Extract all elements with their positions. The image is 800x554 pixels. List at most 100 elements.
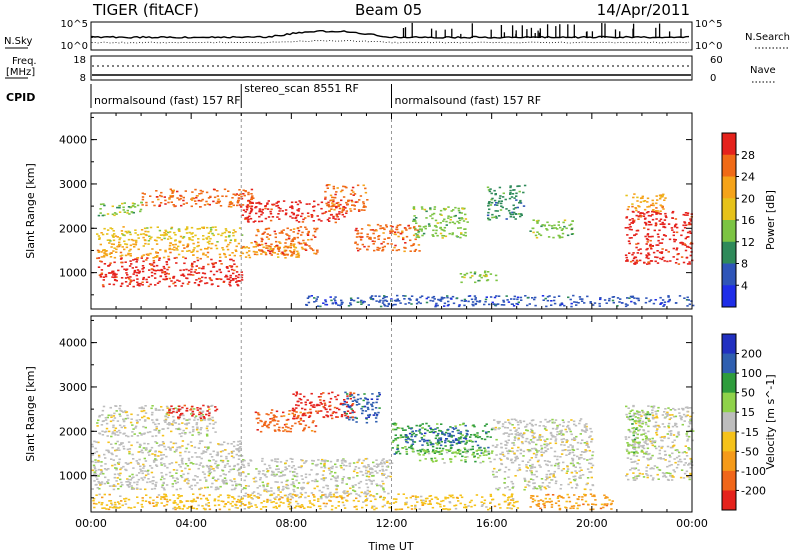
power-cell xyxy=(506,299,509,301)
power-cell xyxy=(328,220,331,222)
power-cell xyxy=(443,218,446,221)
velocity-cell xyxy=(425,422,428,425)
velocity-cell xyxy=(272,473,275,476)
velocity-cell xyxy=(449,426,452,428)
velocity-cell xyxy=(174,422,177,424)
power-cell xyxy=(123,234,126,237)
velocity-cell xyxy=(101,414,104,416)
power-cell xyxy=(242,193,245,195)
power-cell xyxy=(128,231,132,234)
velocity-cell xyxy=(155,427,158,430)
velocity-cell xyxy=(200,415,203,417)
power-cell xyxy=(112,272,116,274)
power-cell xyxy=(552,236,555,239)
velocity-cell xyxy=(303,427,306,429)
velocity-cell xyxy=(343,490,346,492)
power-cell xyxy=(378,301,381,303)
velocity-cell xyxy=(365,475,369,478)
velocity-cell xyxy=(203,417,206,419)
power-cell xyxy=(301,212,304,215)
velocity-cell xyxy=(104,457,107,459)
velocity-cell xyxy=(241,463,244,466)
velocity-cell xyxy=(672,415,676,418)
power-cell xyxy=(99,243,102,246)
velocity-cell xyxy=(147,417,150,420)
velocity-cell xyxy=(367,416,370,418)
power-cell xyxy=(229,239,233,241)
power-cell xyxy=(153,204,156,207)
power-cell xyxy=(201,272,205,274)
power-cell xyxy=(687,236,690,238)
power-cell xyxy=(266,202,269,204)
velocity-cell xyxy=(116,477,119,479)
velocity-cell xyxy=(100,465,103,467)
power-cell xyxy=(652,302,656,305)
power-cell xyxy=(170,201,173,203)
power-cell xyxy=(450,210,453,212)
power-cell xyxy=(248,205,251,208)
power-cell xyxy=(536,221,539,223)
velocity-cell xyxy=(356,461,359,464)
velocity-cell xyxy=(418,459,422,462)
power-cell xyxy=(439,209,443,212)
power-cell xyxy=(232,279,235,281)
velocity-cell xyxy=(91,445,94,448)
velocity-cell xyxy=(426,429,429,432)
power-cell xyxy=(440,296,444,299)
velocity-cell xyxy=(386,461,389,463)
velocity-cell xyxy=(219,459,223,462)
power-cell xyxy=(536,222,539,224)
power-cell xyxy=(284,257,287,259)
power-cell xyxy=(270,208,273,211)
power-cell xyxy=(141,196,145,198)
power-cell xyxy=(424,227,427,230)
power-cell xyxy=(285,233,288,235)
velocity-cell xyxy=(242,464,245,466)
power-cell xyxy=(447,300,450,303)
power-cell xyxy=(261,212,264,214)
power-cell xyxy=(172,189,175,192)
power-cell xyxy=(569,298,572,301)
velocity-cell xyxy=(361,409,364,412)
velocity-cell xyxy=(450,441,453,444)
power-cell xyxy=(313,227,316,230)
power-cell xyxy=(329,296,332,298)
velocity-cell xyxy=(145,447,148,449)
power-cell xyxy=(632,252,635,254)
power-cell xyxy=(461,207,464,210)
velocity-cell xyxy=(157,423,160,425)
velocity-cell xyxy=(555,480,558,482)
velocity-cell xyxy=(206,486,209,489)
velocity-cell xyxy=(461,434,464,436)
power-cell xyxy=(661,299,665,301)
power-cell xyxy=(650,247,653,250)
power-cell xyxy=(531,297,534,299)
velocity-cell xyxy=(277,486,280,488)
power-cell xyxy=(129,260,132,262)
velocity-cell xyxy=(323,402,327,405)
velocity-cell xyxy=(304,473,308,476)
power-cell xyxy=(246,216,249,219)
velocity-cell xyxy=(516,457,519,460)
velocity-cell xyxy=(295,479,298,482)
velocity-cell xyxy=(383,461,386,463)
velocity-cell xyxy=(291,425,294,427)
power-cell xyxy=(302,218,305,221)
power-cell xyxy=(676,226,679,229)
power-cell xyxy=(153,272,157,275)
power-cell xyxy=(113,214,116,217)
velocity-cell xyxy=(574,466,577,468)
power-cell xyxy=(193,247,196,249)
velocity-cell xyxy=(354,466,358,468)
velocity-cell xyxy=(271,473,274,476)
power-cell xyxy=(255,212,258,215)
power-cell xyxy=(218,278,221,280)
velocity-cell xyxy=(383,473,386,475)
power-cell xyxy=(689,254,692,257)
power-cell xyxy=(529,230,532,232)
power-cell xyxy=(155,251,158,253)
power-cell xyxy=(129,206,133,208)
power-cell xyxy=(356,233,359,235)
power-cell xyxy=(191,236,195,238)
power-cell xyxy=(99,276,103,278)
